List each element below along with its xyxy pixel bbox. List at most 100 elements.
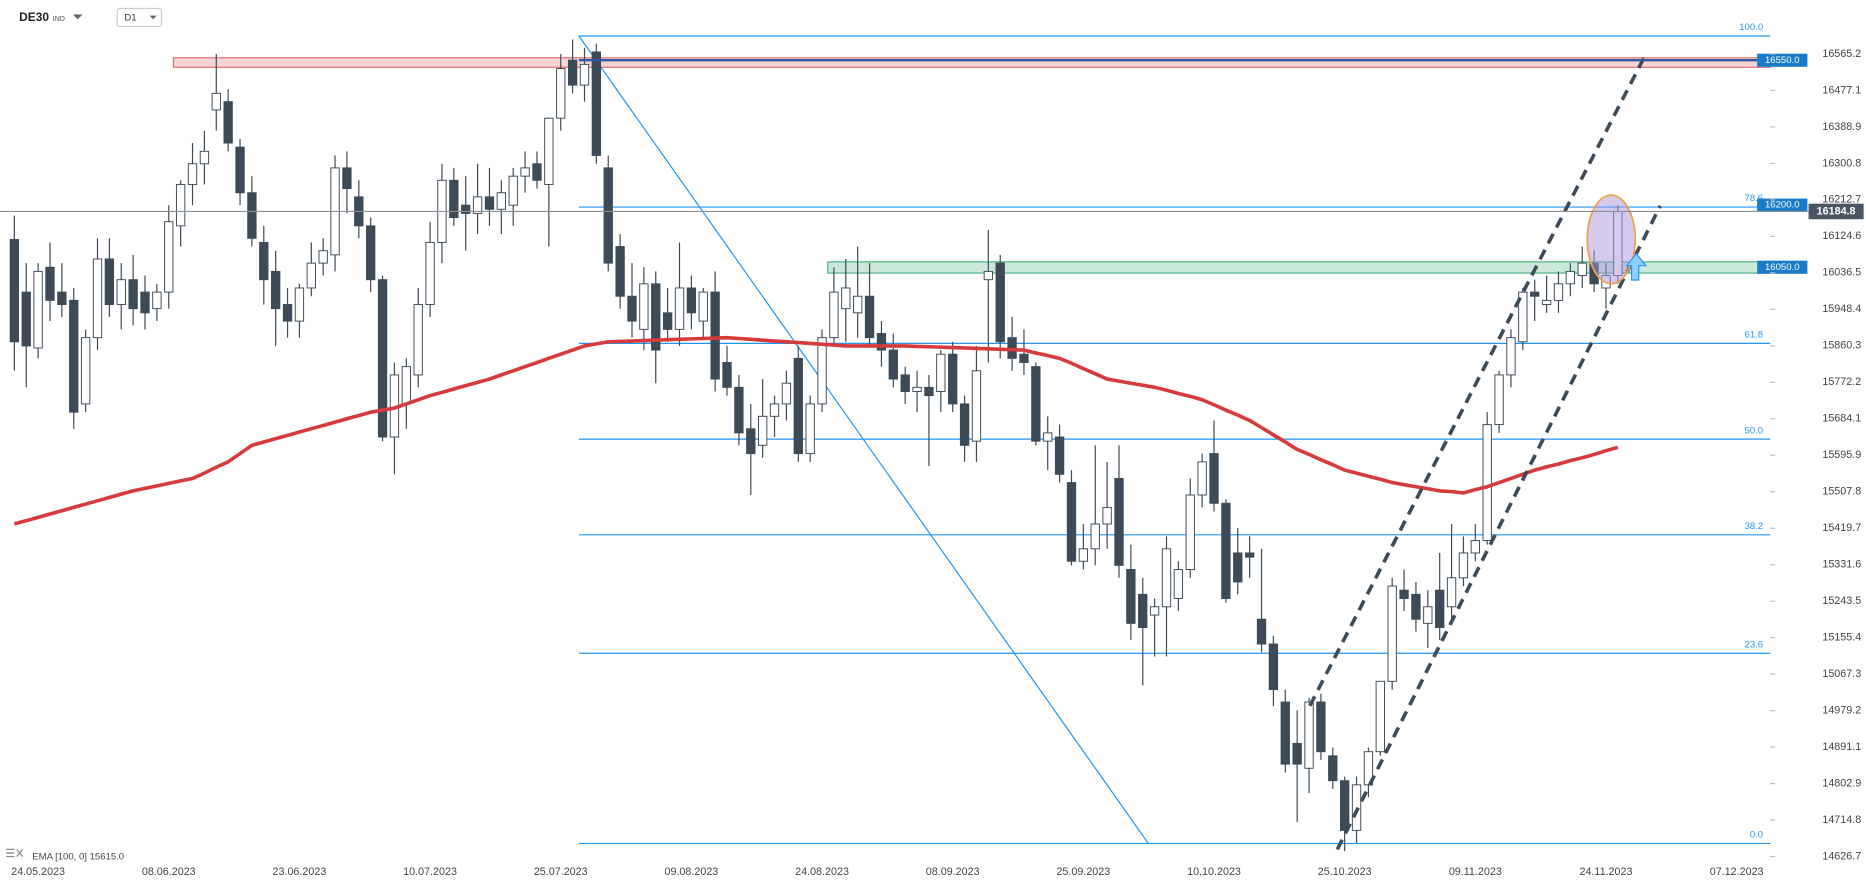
y-tick-label: 14626.7 [1822,850,1861,862]
levels: 16550.0 16200.0 16050.0 16184.8 [0,53,1864,274]
candle-body [532,163,542,181]
candle-body [615,246,625,297]
candle-body [140,291,150,314]
dropdown-arrow[interactable] [72,14,83,20]
y-tick-label: 15067.3 [1822,668,1861,680]
y-tick-label: 15419.7 [1822,522,1861,534]
candle-body [936,353,946,392]
candle-body [496,192,507,210]
candle-body [318,250,328,264]
y-tick-label: 15331.6 [1822,559,1861,571]
y-tick-label: 16477.1 [1822,84,1861,96]
legend-text: EMA [100, 0] 15615.0 [32,851,124,862]
candle-body [366,225,376,281]
y-tick-label: 15243.5 [1822,595,1861,607]
candle-body [1423,606,1433,624]
candle-body [888,349,898,380]
legend-value: 15615.0 [90,851,125,862]
candle-body [1114,477,1124,566]
level-tag [1757,198,1808,212]
fib-label: 61.8 [1745,330,1764,341]
candle-body [484,196,495,210]
fib-label: 23.6 [1745,639,1764,650]
y-tick-label: 15155.4 [1822,632,1861,644]
candle-body [1019,353,1029,363]
candle-body [1292,742,1302,765]
candle-body [876,333,887,351]
y-tick-label: 16124.6 [1822,230,1861,242]
y-tick-label: 16388.9 [1822,121,1861,133]
candle-body [247,192,257,239]
candle-body [674,287,685,330]
candle-body [306,262,316,289]
candle-body [722,362,732,388]
candle-body [223,101,233,144]
candle-body [1340,780,1350,831]
candle-body [1541,299,1552,306]
candle-body [1470,540,1480,554]
candle-body [1518,291,1528,343]
candle-body [1553,283,1564,301]
candle-body [1304,701,1314,769]
candle-body [1054,436,1065,475]
x-tick-label: 10.07.2023 [403,866,457,878]
candle-body [757,415,768,446]
candle-body [959,403,970,446]
legend-close[interactable] [16,849,24,857]
candle-body [746,428,756,455]
candle-body [924,386,934,397]
indicator-legend: EMA [100, 0] 15615.0 [5,848,124,862]
candle-body [1506,337,1516,376]
candle-body [413,304,423,376]
candle-body [1161,548,1172,608]
candle-body [271,270,281,310]
candle-body [1126,569,1136,624]
x-tick-label: 24.05.2023 [11,866,65,878]
candle-body [817,337,827,405]
candle-body [508,175,518,206]
candle-body [425,241,435,306]
candle-body [1221,502,1231,599]
candle-body [1268,643,1279,691]
candle-body [45,266,55,301]
candle-body [1138,593,1148,628]
ema-layer [13,335,1619,526]
candle-body [1149,606,1160,616]
y-tick-label: 16300.8 [1822,157,1861,169]
y-tick-label: 16036.5 [1822,267,1861,279]
candle-body [1530,291,1540,297]
y-tick-label: 15860.3 [1822,340,1861,352]
candle-body [603,167,613,264]
candle-body [1173,569,1184,599]
fib-label: 38.2 [1745,521,1764,532]
candle-body [556,68,566,119]
candle-body [199,150,210,165]
candle-body [662,312,673,330]
candle-body [1375,680,1385,753]
candle-body [900,374,910,392]
arrow-marker [1625,252,1648,281]
x-tick-label: 25.07.2023 [534,866,588,878]
y-tick-label: 15772.2 [1822,376,1861,388]
legend-icon[interactable] [5,848,15,858]
candle-body [259,241,269,281]
candle-body [57,291,67,306]
candle-body [175,183,186,227]
candle-body [69,299,79,413]
candle-body [591,51,602,156]
timeframe-select[interactable] [116,7,163,28]
y-tick-label: 16565.2 [1822,48,1861,60]
channel-line [1308,55,1647,707]
candle-body [1031,366,1041,442]
level-label: 16050.0 [1765,262,1800,273]
candle-body [710,291,720,380]
fib-label: 0.0 [1750,830,1763,841]
candle-body [1256,618,1267,645]
candle-body [9,239,20,343]
candle-body [1185,494,1195,570]
x-tick-label: 08.06.2023 [142,866,196,878]
candle-body [187,163,198,185]
y-tick-label: 14891.1 [1822,741,1861,753]
x-tick-label: 10.10.2023 [1187,866,1241,878]
symbol[interactable]: DE30 [19,10,49,24]
